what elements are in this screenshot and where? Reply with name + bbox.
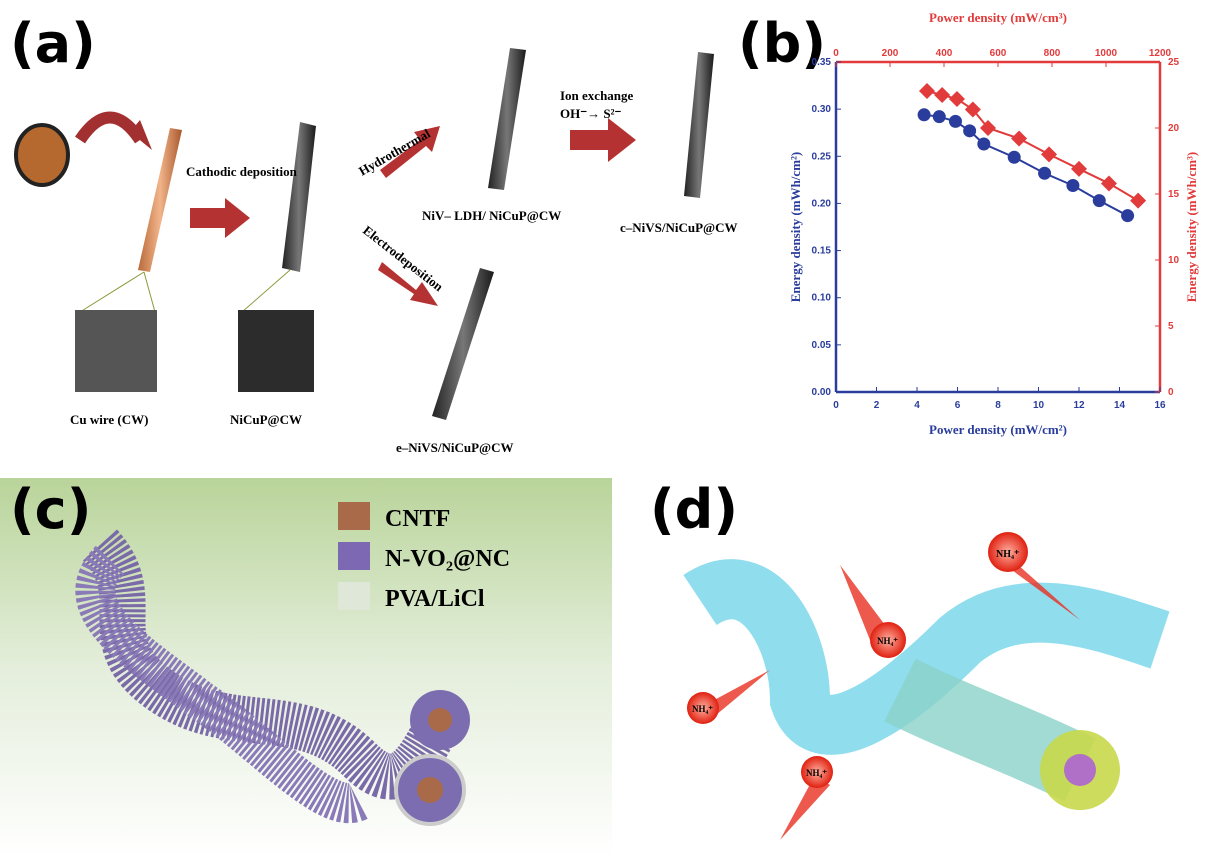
marker: [919, 83, 935, 99]
marker: [1130, 193, 1146, 209]
panel-c: (c) CNTF N-VO₂@NC PVA/LiCl: [0, 478, 612, 857]
y-tick-label: 0.00: [812, 387, 832, 398]
x-tick-label: 10: [1033, 400, 1045, 411]
marker: [949, 91, 965, 107]
product-label: NiCuP@CW: [230, 412, 302, 427]
x-tick-label: 12: [1073, 400, 1085, 411]
x-tick-label: 0: [833, 400, 839, 411]
marker: [949, 115, 962, 128]
marker: [933, 110, 946, 123]
marker: [977, 138, 990, 151]
x-tick-label: 4: [914, 400, 920, 411]
fiber-core: [1064, 754, 1096, 786]
x-tick-label: 2: [874, 400, 880, 411]
marker: [1121, 209, 1134, 222]
y-tick-label: 0.05: [812, 340, 832, 351]
figure: (a) Cathodic deposition Hydrothermal Ele…: [0, 0, 1206, 857]
sem-image: [238, 310, 314, 392]
marker: [1101, 175, 1117, 191]
y-tick-label: 0.30: [812, 104, 832, 115]
sem-image: [75, 310, 157, 392]
panel-a: (a) Cathodic deposition Hydrothermal Ele…: [10, 12, 738, 455]
product-label: NiV– LDH/ NiCuP@CW: [422, 208, 561, 223]
panel-label: (a): [10, 12, 96, 75]
x-tick-label: 6: [955, 400, 961, 411]
rod: [488, 48, 526, 190]
ion-label: NH₄⁺: [806, 768, 827, 778]
product-label: e–NiVS/NiCuP@CW: [396, 440, 514, 455]
panel-d: (d) NH₄⁺ NH₄⁺ NH₄⁺ NH₄⁺: [650, 478, 1160, 840]
zoom-line: [80, 272, 144, 312]
x2-tick-label: 800: [1044, 48, 1061, 59]
y-tick-label: 0.20: [812, 198, 832, 209]
zoom-line: [144, 272, 155, 312]
cu-rod: [138, 128, 182, 272]
y2-tick-label: 5: [1168, 321, 1174, 332]
curved-arrow: [80, 118, 140, 141]
x2-tick-label: 400: [936, 48, 953, 59]
x-axis-title: Power density (mW/cm²): [929, 422, 1067, 437]
y-tick-label: 0.15: [812, 246, 832, 257]
y2-tick-label: 0: [1168, 387, 1174, 398]
y-tick-label: 0.25: [812, 151, 832, 162]
product-label: Cu wire (CW): [70, 412, 148, 427]
y-axis-title: Energy density (mWh/cm²): [788, 152, 803, 303]
wire-spool: [16, 125, 68, 185]
marker: [934, 87, 950, 103]
step-label: Ion exchange: [560, 88, 634, 103]
y2-tick-label: 10: [1168, 255, 1180, 266]
cntf-core: [417, 777, 443, 803]
x-tick-label: 16: [1154, 400, 1166, 411]
reaction: OH⁻→ S²⁻: [560, 106, 621, 121]
x2-tick-label: 600: [990, 48, 1007, 59]
coated-rod: [282, 122, 316, 272]
legend-label: N-VO₂@NC: [385, 546, 510, 572]
background: [0, 478, 612, 857]
y2-tick-label: 25: [1168, 57, 1180, 68]
legend-label: CNTF: [385, 506, 450, 532]
marker: [1093, 194, 1106, 207]
arrow: [570, 118, 636, 162]
marker: [1071, 161, 1087, 177]
cntf-core: [428, 708, 452, 732]
marker: [1066, 179, 1079, 192]
ion-label: NH₄⁺: [996, 549, 1019, 560]
x-tick-label: 14: [1114, 400, 1126, 411]
y-tick-label: 0.35: [812, 57, 832, 68]
product-label: c–NiVS/NiCuP@CW: [620, 220, 738, 235]
legend-label: PVA/LiCl: [385, 586, 485, 612]
y2-axis-title: Energy density (mWh/cm³): [1184, 152, 1199, 303]
marker: [918, 108, 931, 121]
x2-tick-label: 200: [882, 48, 899, 59]
zoom-line: [242, 270, 290, 312]
legend-swatch: [338, 542, 370, 570]
marker: [1041, 146, 1057, 162]
x2-axis-title: Power density (mW/cm³): [929, 10, 1067, 25]
step-label: Cathodic deposition: [186, 164, 298, 179]
marker: [963, 124, 976, 137]
marker: [1011, 131, 1027, 147]
arrow: [190, 198, 250, 238]
rod: [684, 52, 714, 198]
x2-tick-label: 0: [833, 48, 839, 59]
y-tick-label: 0.10: [812, 293, 832, 304]
marker: [1038, 167, 1051, 180]
y2-tick-label: 20: [1168, 123, 1180, 134]
ion-label: NH₄⁺: [877, 636, 898, 646]
ion-label: NH₄⁺: [692, 704, 713, 714]
panel-label: (d): [650, 478, 738, 541]
legend-swatch: [338, 502, 370, 530]
x-tick-label: 8: [995, 400, 1001, 411]
panel-label: (c): [10, 478, 91, 541]
marker: [1008, 151, 1021, 164]
rod: [432, 268, 494, 420]
y2-tick-label: 15: [1168, 189, 1180, 200]
x2-tick-label: 1000: [1095, 48, 1118, 59]
legend-swatch: [338, 582, 370, 610]
